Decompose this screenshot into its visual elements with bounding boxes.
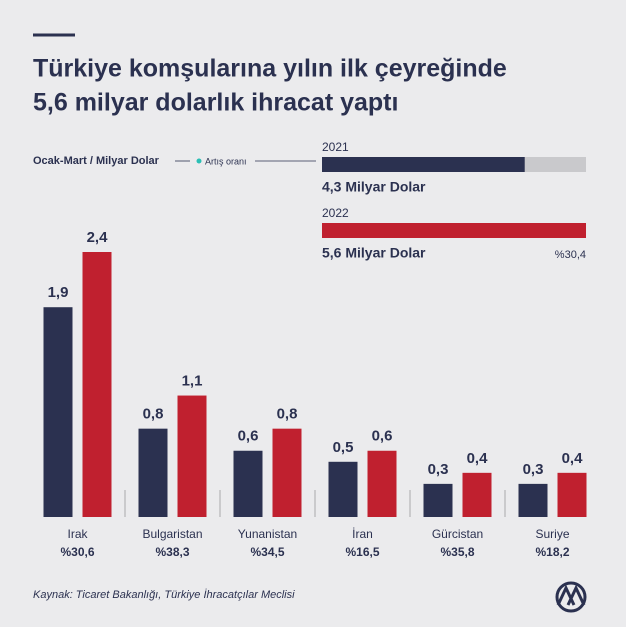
bar [82,252,112,517]
growth-label: %38,3 [155,545,189,559]
growth-legend-dot [196,158,202,164]
bar [557,472,587,517]
x-tick-label: Suriye [535,527,569,541]
summary-growth: %30,4 [555,249,586,261]
bar [423,483,453,517]
x-tick-label: Yunanistan [238,527,297,541]
bar [462,472,492,517]
bar [328,461,358,517]
growth-label: %18,2 [535,545,569,559]
bar [138,428,168,517]
x-tick-label: İran [352,527,373,541]
value-label: 0,6 [372,428,393,445]
value-label: 1,1 [182,373,203,390]
logo-mark [556,584,586,606]
bar [177,395,207,517]
value-label: 0,3 [523,461,544,478]
value-label: 0,4 [562,450,584,467]
growth-legend: Artış oranı [205,156,247,166]
chart-title: 5,6 milyar dolarlık ihracat yaptı [33,89,398,117]
summary-year: 2021 [322,140,349,154]
value-label: 0,6 [238,428,259,445]
bar [367,450,397,517]
source: Kaynak: Ticaret Bakanlığı, Türkiye İhrac… [33,589,295,601]
bar [233,450,263,517]
growth-label: %34,5 [250,545,284,559]
summary-bar [322,223,586,238]
value-label: 0,8 [277,406,298,423]
chart-title: Türkiye komşularına yılın ilk çeyreğinde [33,55,507,83]
x-tick-label: Irak [67,527,88,541]
growth-label: %35,8 [440,545,474,559]
value-label: 0,5 [333,439,354,456]
value-label: 0,4 [467,450,489,467]
value-label: 2,4 [87,229,109,246]
logo [555,581,587,613]
value-label: 0,8 [143,406,164,423]
summary-label: 5,6 Milyar Dolar [322,245,426,261]
summary-year: 2022 [322,206,349,220]
summary-bar [322,157,525,172]
growth-label: %30,6 [60,545,94,559]
subtitle: Ocak-Mart / Milyar Dolar [33,155,160,167]
bar [272,428,302,517]
logo-ring [555,581,587,613]
x-tick-label: Bulgaristan [142,527,202,541]
growth-label: %16,5 [345,545,379,559]
value-label: 1,9 [48,284,69,301]
value-label: 0,3 [428,461,449,478]
summary-label: 4,3 Milyar Dolar [322,179,426,195]
x-tick-label: Gürcistan [432,527,483,541]
bar [518,483,548,517]
bar [43,307,73,517]
